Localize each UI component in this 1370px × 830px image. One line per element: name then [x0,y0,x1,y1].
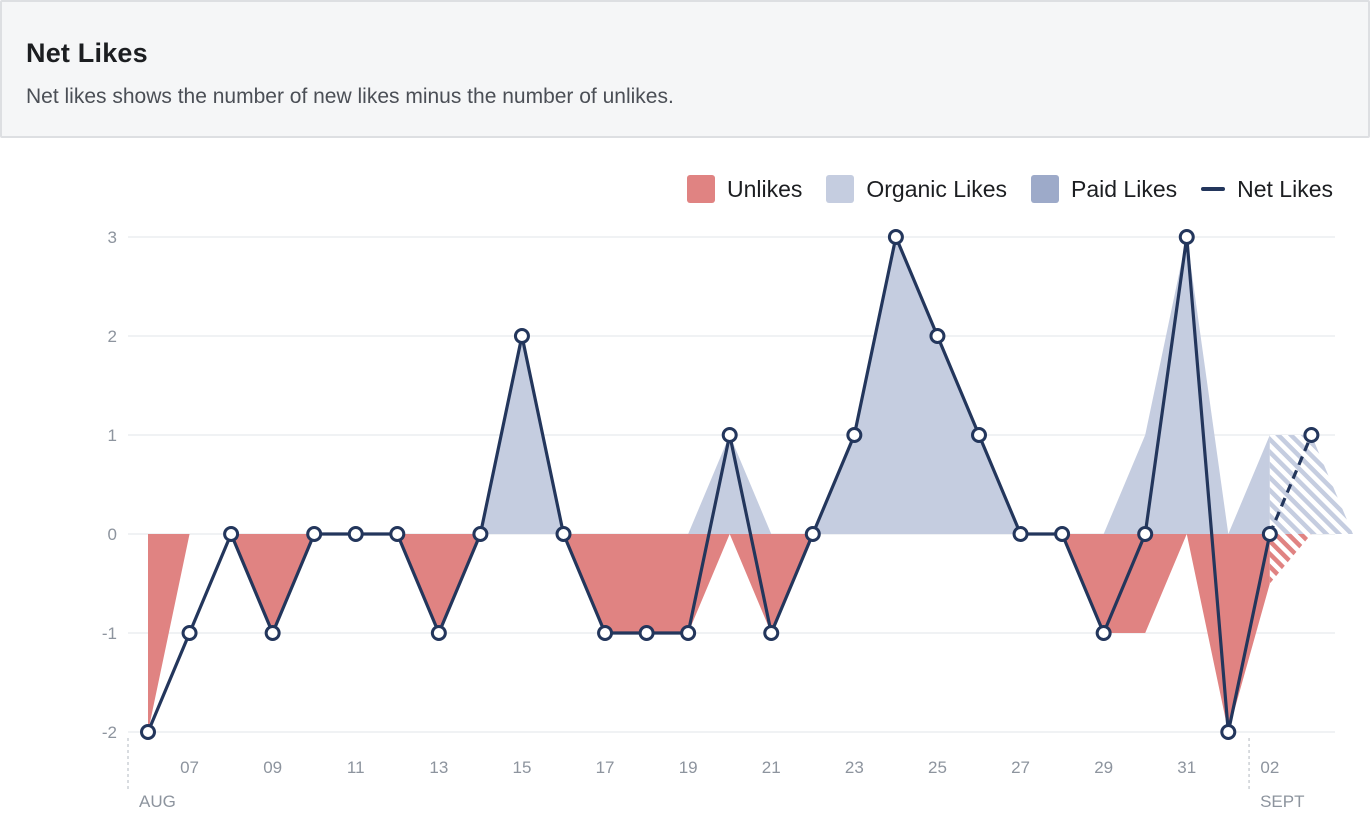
net-likes-line-projected [1268,434,1313,535]
net-likes-point [181,625,198,641]
net-likes-point [1095,625,1112,641]
legend-item-net-likes[interactable]: Net Likes [1201,176,1333,203]
x-tick-label: 25 [928,758,947,777]
net-likes-point [430,625,447,641]
net-likes-point [597,625,614,641]
y-tick-label: -2 [102,723,117,742]
x-tick-label: 11 [347,758,365,777]
net-likes-point [1220,724,1237,740]
y-tick-label: 1 [108,426,117,445]
legend-label-organic-likes: Organic Likes [866,175,1007,202]
net-likes-line-layer [146,235,1313,734]
net-likes-point [389,526,406,542]
organic-likes-area [148,237,1270,534]
y-tick-label: 0 [108,525,117,544]
chart-legend: Unlikes Organic Likes Paid Likes Net Lik… [686,174,1333,204]
x-tick-label: 19 [679,758,698,777]
card-title: Net Likes [26,38,148,68]
net-likes-point [1012,526,1029,542]
x-tick-label: 15 [512,758,531,777]
net-likes-point [347,526,364,542]
x-tick-label: 07 [180,758,199,777]
legend-swatch-unlikes [686,175,715,203]
legend-item-paid-likes[interactable]: Paid Likes [1031,175,1177,203]
unlikes-area [148,534,1270,732]
legend-swatch-net-likes [1201,187,1226,191]
x-tick-label: 21 [762,758,781,777]
net-likes-point [638,625,655,641]
x-tick-label: 23 [845,758,864,777]
x-tick-label: 29 [1094,758,1113,777]
net-likes-point [1178,229,1195,245]
legend-label-unlikes: Unlikes [726,175,803,202]
net-likes-point [1261,526,1278,542]
x-tick-label: 31 [1177,758,1196,777]
organic-likes-area-projected [1269,435,1353,534]
net-likes-point [1303,427,1320,443]
legend-item-unlikes[interactable]: Unlikes [686,175,803,203]
legend-label-paid-likes: Paid Likes [1071,175,1178,202]
net-likes-point [264,625,281,641]
x-tick-label: 02 [1260,758,1279,777]
point-layer [140,229,1320,740]
net-likes-point [887,229,904,245]
net-likes-point [472,526,489,542]
unlikes-area-projected [1269,534,1353,584]
x-tick-label: 17 [596,758,615,777]
net-likes-point [763,625,780,641]
area-layer [148,237,1353,732]
card-subtitle: Net likes shows the number of new likes … [26,85,674,108]
net-likes-point [1054,526,1071,542]
y-tick-label: 2 [108,327,117,346]
net-likes-point [1137,526,1154,542]
net-likes-point [846,427,863,443]
net-likes-point [513,328,530,344]
legend-swatch-organic-likes [826,175,855,203]
x-tick-label: 13 [429,758,448,777]
legend-item-organic-likes[interactable]: Organic Likes [826,175,1007,203]
net-likes-line [146,235,1272,734]
y-tick-label: -1 [102,624,117,643]
x-tick-label: 27 [1011,758,1030,777]
net-likes-point [721,427,738,443]
y-tick-label: 3 [108,228,117,247]
legend-label-net-likes: Net Likes [1237,175,1333,202]
net-likes-point [306,526,323,542]
net-likes-point [140,724,156,740]
net-likes-point [680,625,697,641]
net-likes-point [223,526,240,542]
net-likes-point [929,328,946,344]
legend-swatch-paid-likes [1031,175,1059,203]
net-likes-point [804,526,821,542]
net-likes-point [971,427,987,443]
x-month-label: SEPT [1260,792,1304,811]
x-month-label: AUG [139,792,176,811]
net-likes-point [555,526,572,542]
card-header: Net Likes Net likes shows the number of … [0,0,1370,138]
x-tick-label: 09 [263,758,282,777]
